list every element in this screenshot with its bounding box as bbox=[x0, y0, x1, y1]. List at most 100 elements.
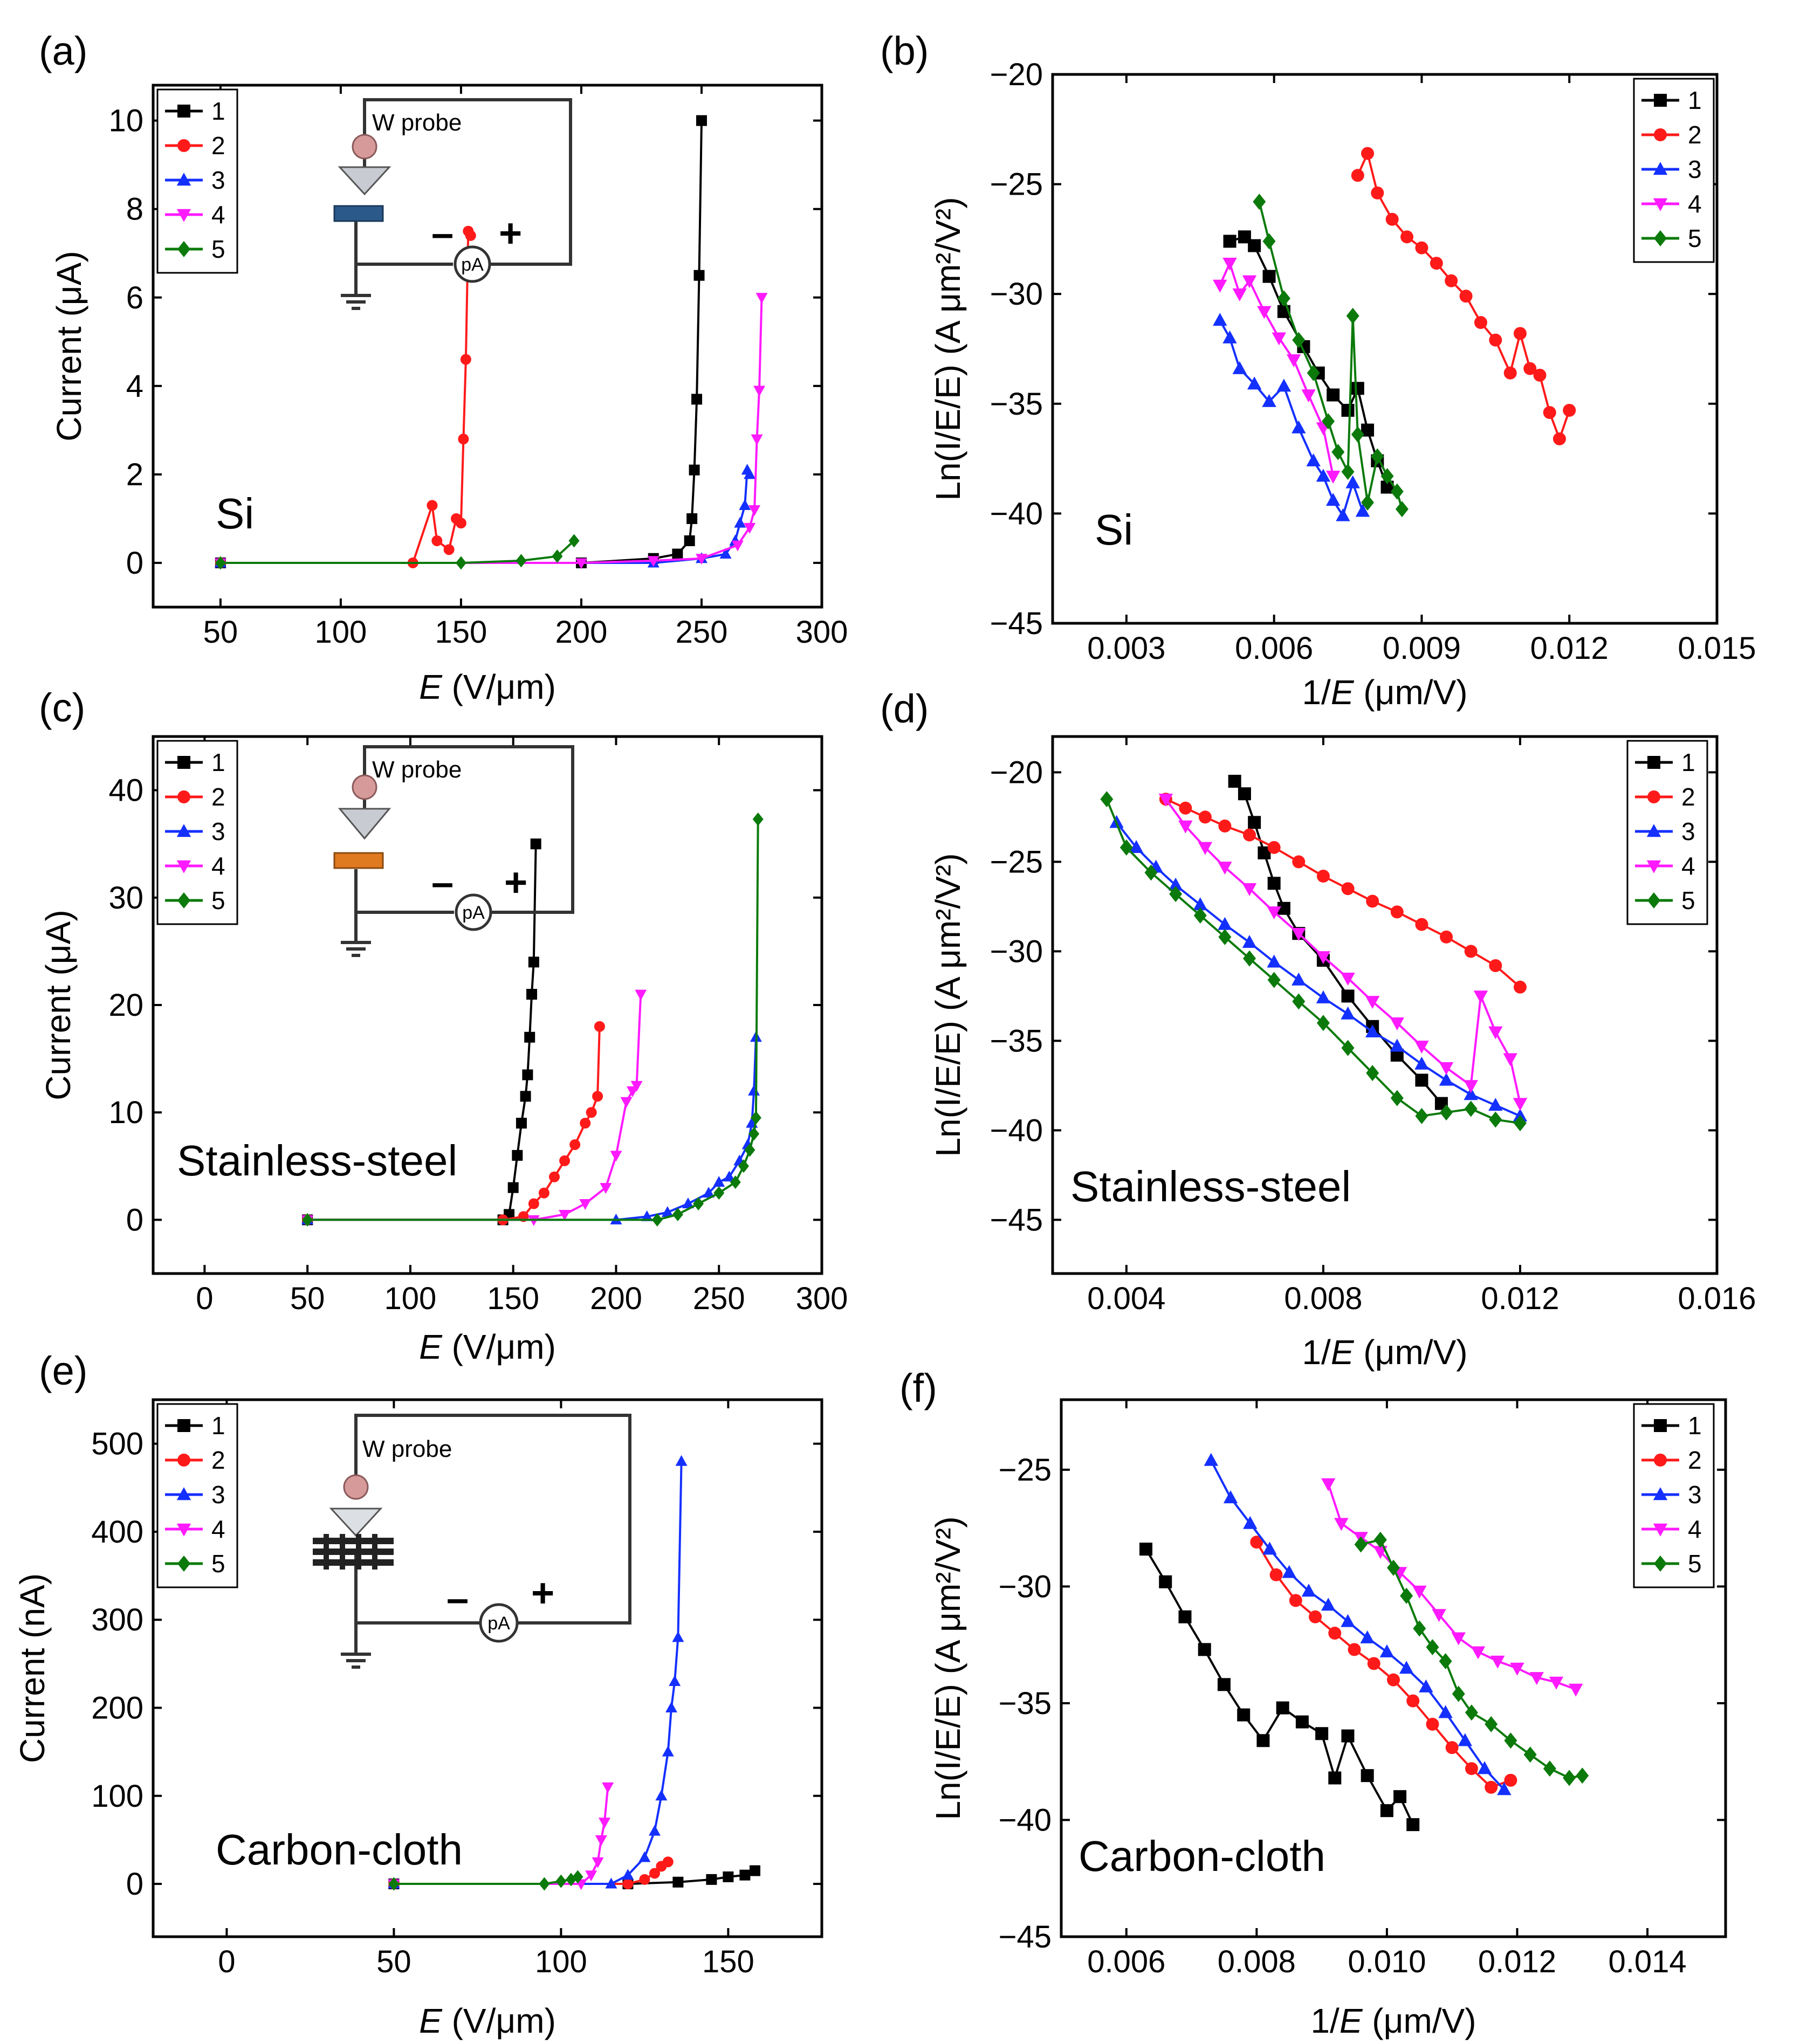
data-point bbox=[1504, 1732, 1517, 1749]
x-tick-label: 0.015 bbox=[1678, 631, 1756, 666]
legend-entry: 5 bbox=[1641, 224, 1702, 252]
series-line bbox=[220, 297, 763, 564]
y-tick-label: 200 bbox=[91, 1690, 143, 1725]
legend-marker bbox=[177, 1454, 190, 1467]
data-point bbox=[1341, 1614, 1355, 1627]
data-point bbox=[610, 1151, 622, 1162]
data-point bbox=[1513, 980, 1527, 994]
x-tick-label: 150 bbox=[487, 1281, 539, 1316]
legend-entry: 3 bbox=[1641, 155, 1702, 183]
data-point bbox=[1351, 382, 1364, 395]
data-point bbox=[1242, 935, 1257, 948]
data-point bbox=[539, 1877, 550, 1891]
data-point bbox=[592, 1091, 603, 1102]
series-4 bbox=[1321, 1478, 1583, 1697]
data-point bbox=[538, 1187, 549, 1199]
data-point bbox=[1291, 928, 1306, 941]
legend-label: 5 bbox=[1688, 224, 1702, 252]
data-point bbox=[1159, 1575, 1172, 1588]
data-point bbox=[734, 517, 746, 528]
data-point bbox=[1387, 1559, 1400, 1576]
legend-label: 4 bbox=[1688, 190, 1702, 218]
data-point bbox=[1351, 426, 1364, 443]
data-point bbox=[1400, 1587, 1413, 1604]
data-point bbox=[1415, 1073, 1428, 1087]
data-point bbox=[730, 1175, 741, 1189]
data-point bbox=[1355, 504, 1370, 517]
data-point bbox=[572, 1870, 583, 1884]
legend-marker bbox=[1647, 892, 1660, 909]
legend-label: 2 bbox=[1688, 1446, 1702, 1474]
data-point bbox=[1346, 307, 1359, 324]
data-point bbox=[1198, 810, 1212, 824]
data-point bbox=[655, 1790, 668, 1801]
data-point bbox=[1291, 420, 1306, 433]
plus-sign: + bbox=[531, 1571, 554, 1615]
probe-tip-icon bbox=[352, 774, 377, 800]
panel-f-ylabel: Ln(I/E/E) (A μm²/V²) bbox=[929, 1516, 967, 1820]
data-point bbox=[1568, 1683, 1583, 1697]
panel-c-ylabel: Current (μA) bbox=[39, 910, 78, 1100]
x-tick-label: 100 bbox=[384, 1281, 437, 1316]
data-point bbox=[595, 1835, 607, 1846]
y-tick-label: −40 bbox=[990, 1113, 1043, 1148]
legend-marker bbox=[1654, 128, 1667, 141]
data-point bbox=[1445, 274, 1458, 287]
data-point bbox=[672, 1207, 683, 1221]
data-point bbox=[1248, 816, 1261, 829]
legend-marker bbox=[1654, 1419, 1667, 1432]
legend-label: 3 bbox=[1688, 155, 1702, 183]
data-point bbox=[1464, 1087, 1478, 1100]
data-point bbox=[1341, 1040, 1355, 1056]
data-point bbox=[1218, 917, 1232, 930]
legend-entry: 3 bbox=[165, 1481, 225, 1509]
data-point bbox=[1380, 1804, 1393, 1818]
data-point bbox=[1371, 186, 1384, 199]
series-line bbox=[220, 120, 703, 564]
x-tick-label: 200 bbox=[590, 1281, 642, 1316]
data-point bbox=[750, 1111, 761, 1125]
y-tick-label: −20 bbox=[990, 57, 1043, 92]
legend-entry: 1 bbox=[165, 1412, 225, 1440]
legend-marker bbox=[177, 1556, 190, 1572]
series-line bbox=[307, 1026, 601, 1221]
series-5 bbox=[1253, 194, 1409, 518]
data-point bbox=[602, 1782, 614, 1793]
legend-marker bbox=[1654, 1556, 1667, 1572]
data-point bbox=[1257, 306, 1272, 319]
y-tick-label: −30 bbox=[990, 277, 1043, 312]
series-4 bbox=[214, 293, 768, 569]
data-point bbox=[512, 1150, 523, 1161]
data-point bbox=[1510, 1662, 1524, 1676]
data-point bbox=[1316, 1015, 1330, 1031]
data-point bbox=[1213, 313, 1227, 326]
series-5 bbox=[1354, 1531, 1589, 1786]
series-line bbox=[1165, 798, 1521, 988]
y-tick-label: −25 bbox=[990, 167, 1043, 202]
data-point bbox=[686, 513, 698, 524]
legend-entry: 3 bbox=[1635, 817, 1695, 845]
x-tick-label: 0.008 bbox=[1218, 1944, 1296, 1979]
data-point bbox=[1218, 862, 1232, 875]
data-point bbox=[713, 1186, 725, 1200]
panel-d-ylabel: Ln(I/E/E) (A μm²/V²) bbox=[929, 853, 967, 1157]
series-3 bbox=[388, 1455, 688, 1889]
data-point bbox=[1438, 1705, 1453, 1718]
ammeter-label: pA bbox=[487, 1613, 510, 1634]
data-point bbox=[1267, 954, 1281, 968]
data-point bbox=[1223, 235, 1236, 248]
data-point bbox=[1321, 1598, 1336, 1611]
data-point bbox=[1426, 1639, 1439, 1656]
circuit-wire bbox=[363, 98, 572, 266]
cloth-fiber bbox=[324, 1534, 329, 1570]
legend-marker bbox=[176, 173, 191, 186]
y-tick-label: −30 bbox=[999, 1569, 1052, 1604]
y-tick-label: 500 bbox=[91, 1427, 143, 1462]
x-tick-label: 300 bbox=[796, 615, 848, 650]
data-point bbox=[1262, 394, 1276, 407]
probe-label: W probe bbox=[372, 109, 462, 136]
y-tick-label: 0 bbox=[126, 546, 143, 581]
data-point bbox=[1250, 1536, 1263, 1549]
panel-d-label: (d) bbox=[880, 686, 929, 731]
data-point bbox=[1523, 362, 1537, 375]
